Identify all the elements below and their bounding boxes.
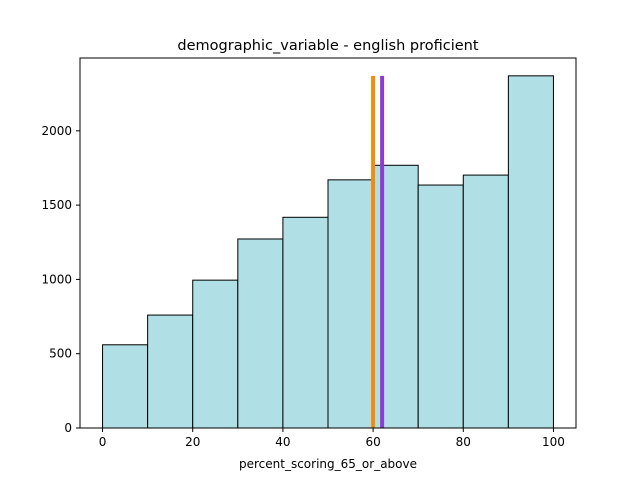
histogram-bars xyxy=(102,75,554,429)
y-tick-label: 1500 xyxy=(41,198,72,212)
histogram-bar-4 xyxy=(237,238,284,429)
histogram-bar-6 xyxy=(327,179,374,429)
x-axis-label: percent_scoring_65_or_above xyxy=(239,457,417,471)
y-tick-label: 2000 xyxy=(41,124,72,138)
x-axis-ticks: 0 20 40 60 80 100 xyxy=(99,428,565,449)
x-tick-label: 20 xyxy=(185,435,200,449)
histogram-bar-5 xyxy=(282,216,329,429)
histogram-bar-2 xyxy=(147,314,194,429)
reference-lines xyxy=(371,75,385,428)
plot-frame xyxy=(79,57,577,429)
y-tick-label: 500 xyxy=(49,347,72,361)
y-axis-ticks: 0 500 1000 1500 2000 xyxy=(41,124,80,435)
x-tick-label: 60 xyxy=(365,435,380,449)
histogram-bar-7 xyxy=(372,164,419,429)
y-tick-label: 0 xyxy=(64,421,72,435)
x-tick-label: 40 xyxy=(275,435,290,449)
histogram-bar-1 xyxy=(102,344,149,429)
histogram-bar-3 xyxy=(192,279,239,429)
x-tick-label: 0 xyxy=(99,435,107,449)
y-tick-label: 1000 xyxy=(41,272,72,286)
x-tick-label: 100 xyxy=(542,435,565,449)
x-tick-label: 80 xyxy=(456,435,471,449)
chart-title: demographic_variable - english proficien… xyxy=(177,38,478,54)
histogram-bar-10 xyxy=(507,75,554,429)
histogram-bar-9 xyxy=(462,174,509,429)
histogram-bar-8 xyxy=(417,184,464,429)
